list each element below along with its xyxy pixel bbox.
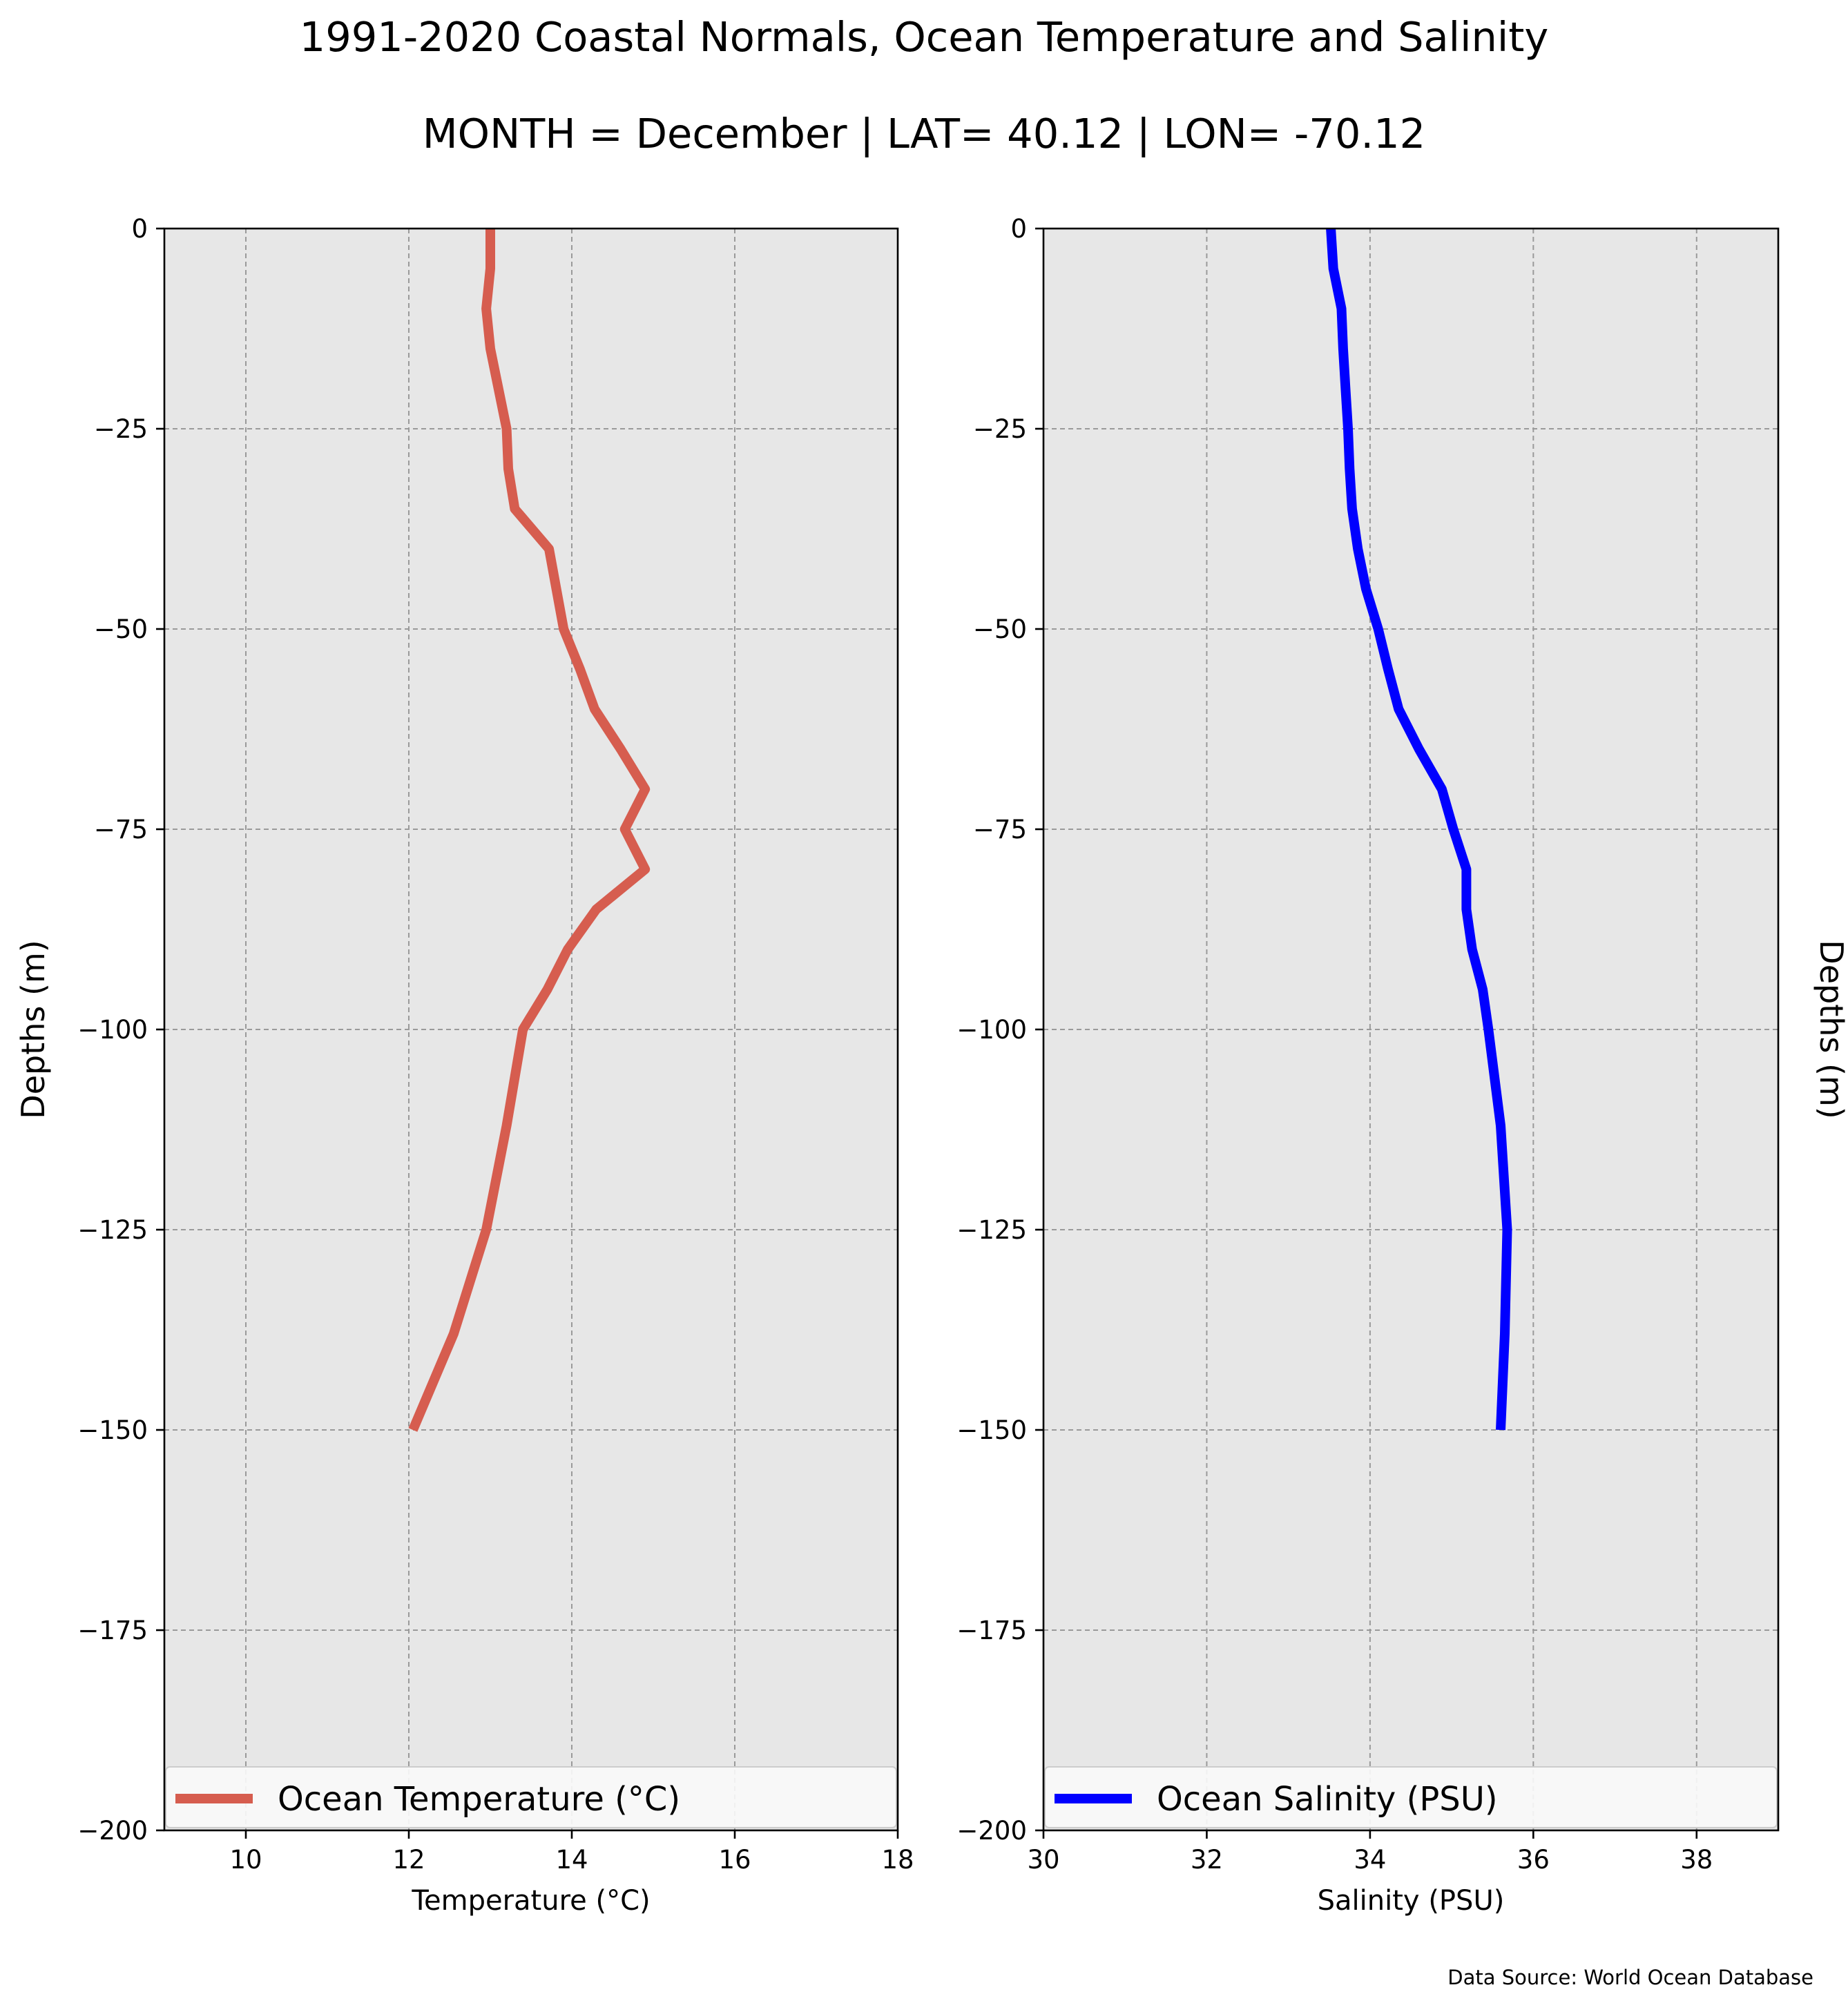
salinity-panel: Ocean Salinity (PSU) 30 32 34 36 38 0 −25 −50 −… bbox=[956, 214, 1848, 1917]
salinity-x-tick-label: 30 bbox=[1027, 1845, 1059, 1875]
chart-subtitle: MONTH = December | LAT= 40.12 | LON= -70… bbox=[423, 110, 1425, 157]
temperature-x-axis-label: Temperature (°C) bbox=[411, 1885, 650, 1917]
salinity-legend-box bbox=[1044, 1766, 1778, 1828]
temperature-x-tick-label: 10 bbox=[229, 1845, 262, 1875]
temperature-y-tick-label: −125 bbox=[77, 1215, 148, 1245]
temperature-x-ticks: 10 12 14 16 18 bbox=[229, 1830, 914, 1875]
temperature-x-tick-label: 16 bbox=[718, 1845, 751, 1875]
data-source-note: Data Source: World Ocean Database bbox=[1447, 1966, 1813, 1989]
temperature-legend-label: Ocean Temperature (°C) bbox=[278, 1780, 680, 1819]
temperature-panel: Ocean Temperature (°C) 10 12 14 16 18 0 −25 −5… bbox=[15, 214, 914, 1917]
salinity-series-line bbox=[1326, 228, 1512, 1431]
salinity-y-tick-label: −125 bbox=[956, 1215, 1027, 1245]
temperature-legend-box bbox=[165, 1766, 897, 1828]
salinity-y-tick-label: −75 bbox=[973, 815, 1027, 844]
temperature-legend: Ocean Temperature (°C) bbox=[165, 1766, 897, 1828]
temperature-y-tick-label: −75 bbox=[94, 815, 148, 844]
temperature-y-tick-label: −175 bbox=[77, 1616, 148, 1645]
temperature-series-line bbox=[408, 229, 651, 1432]
temperature-x-tick-label: 14 bbox=[555, 1845, 588, 1875]
temperature-y-tick-label: −50 bbox=[94, 615, 148, 644]
salinity-x-ticks: 30 32 34 36 38 bbox=[1027, 1830, 1713, 1875]
temperature-y-tick-label: −25 bbox=[94, 414, 148, 444]
chart-title: 1991-2020 Coastal Normals, Ocean Tempera… bbox=[300, 13, 1549, 61]
salinity-x-axis-label: Salinity (PSU) bbox=[1318, 1885, 1505, 1917]
salinity-x-tick-label: 38 bbox=[1680, 1845, 1713, 1875]
salinity-y-tick-label: −200 bbox=[956, 1816, 1027, 1846]
temperature-x-tick-label: 18 bbox=[881, 1845, 914, 1875]
salinity-y-tick-label: −150 bbox=[956, 1415, 1027, 1445]
salinity-legend: Ocean Salinity (PSU) bbox=[1044, 1766, 1778, 1828]
salinity-y-axis-label: Depths (m) bbox=[1813, 940, 1848, 1119]
salinity-legend-label: Ocean Salinity (PSU) bbox=[1157, 1780, 1498, 1819]
temperature-y-tick-label: −150 bbox=[77, 1415, 148, 1445]
temperature-y-tick-label: 0 bbox=[131, 214, 148, 244]
temperature-y-ticks: 0 −25 −50 −75 −100 −125 −150 −175 −200 bbox=[77, 214, 164, 1846]
salinity-x-tick-label: 36 bbox=[1517, 1845, 1550, 1875]
salinity-y-tick-label: −100 bbox=[956, 1015, 1027, 1045]
salinity-y-tick-label: −25 bbox=[973, 414, 1027, 444]
salinity-y-tick-label: −50 bbox=[973, 615, 1027, 644]
salinity-x-tick-label: 32 bbox=[1191, 1845, 1223, 1875]
temperature-y-tick-label: −100 bbox=[77, 1015, 148, 1045]
salinity-y-ticks: 0 −25 −50 −75 −100 −125 −150 −175 −200 bbox=[956, 214, 1043, 1846]
temperature-y-tick-label: −200 bbox=[77, 1816, 148, 1846]
temperature-x-tick-label: 12 bbox=[392, 1845, 425, 1875]
salinity-y-tick-label: −175 bbox=[956, 1616, 1027, 1645]
salinity-x-tick-label: 34 bbox=[1354, 1845, 1386, 1875]
temperature-y-axis-label: Depths (m) bbox=[15, 940, 52, 1119]
salinity-y-tick-label: 0 bbox=[1010, 214, 1027, 244]
